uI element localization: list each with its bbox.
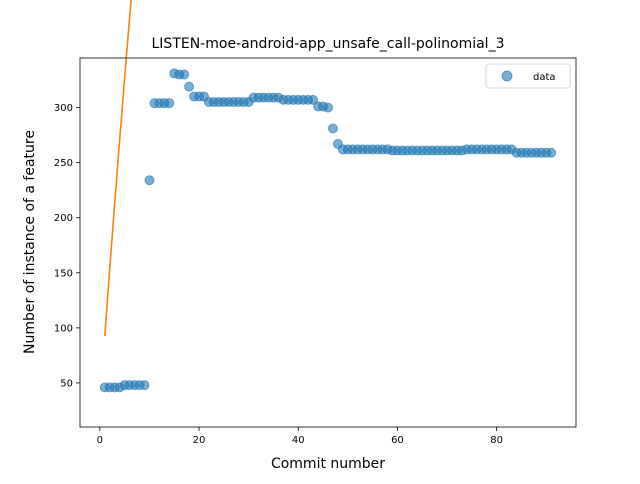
data-point xyxy=(179,69,190,80)
x-tick-label: 20 xyxy=(193,435,206,446)
y-tick-label: 50 xyxy=(60,378,73,389)
data-point xyxy=(323,102,333,113)
legend: data xyxy=(485,63,571,89)
data-point xyxy=(308,94,319,105)
x-axis: 0 20 40 60 80 xyxy=(97,427,503,446)
y-tick-label: 100 xyxy=(54,323,73,334)
x-tick-label: 80 xyxy=(490,435,503,446)
plot-frame xyxy=(79,57,577,428)
data-point xyxy=(327,123,338,134)
data-point xyxy=(184,81,195,92)
legend-box xyxy=(485,63,571,89)
data-point xyxy=(164,98,175,109)
x-axis-label: Commit number xyxy=(271,456,385,472)
x-tick-label: 40 xyxy=(292,435,305,446)
data-point xyxy=(546,147,557,158)
y-tick-label: 200 xyxy=(54,213,73,224)
data-point xyxy=(139,380,150,391)
y-tick-label: 150 xyxy=(54,268,73,279)
y-axis: 50 100 150 200 250 300 xyxy=(54,103,80,389)
y-axis-label: Number of instance of a feature xyxy=(22,130,38,354)
legend-label-data: data xyxy=(533,72,556,83)
chart-title: LISTEN-moe-android-app_unsafe_call-polin… xyxy=(152,36,505,52)
legend-marker-data xyxy=(501,70,513,82)
y-tick-label: 250 xyxy=(54,158,73,169)
y-tick-label: 300 xyxy=(54,103,73,114)
data-point xyxy=(144,175,155,186)
x-tick-label: 60 xyxy=(391,435,404,446)
x-tick-label: 0 xyxy=(97,435,103,446)
plot-area xyxy=(99,0,557,393)
